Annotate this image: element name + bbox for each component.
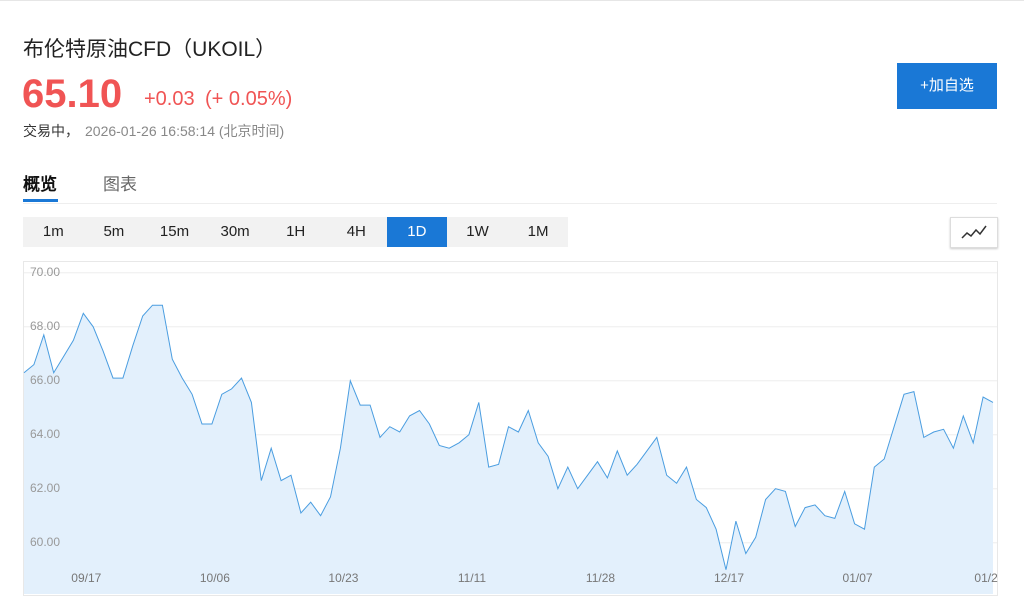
interval-button[interactable]: 1M [527,223,549,240]
plot-frame [23,261,998,596]
x-tick-label: 10/23 [328,571,358,585]
interval-button[interactable]: 1D [386,217,448,247]
x-tick-label: 09/17 [71,571,101,585]
interval-button[interactable]: 30m [220,223,250,240]
area-fill [24,305,993,594]
add-watchlist-button[interactable]: +加自选 [897,63,997,109]
timestamp: 2026-01-26 16:58:14 (北京时间) [85,123,285,139]
chart-icon [961,225,987,239]
x-tick-label: 10/06 [200,571,230,585]
top-border [0,0,1024,1]
interval-button[interactable]: 15m [159,223,190,240]
interval-bar [23,217,568,247]
tab[interactable]: 图表 [103,175,137,194]
y-tick-label: 64.00 [30,427,60,441]
price-line [23,304,994,570]
y-tick-label: 68.00 [30,319,60,333]
x-tick-label: 12/17 [714,571,744,585]
divider [23,203,997,204]
y-tick-label: 70.00 [30,265,60,279]
status: 交易中， [23,123,79,139]
chart-type-button[interactable] [950,217,998,248]
tab-underline [23,199,58,202]
y-tick-label: 66.00 [30,373,60,387]
interval-button[interactable]: 1m [42,223,64,240]
interval-button[interactable]: 1H [286,223,306,240]
interval-button[interactable]: 1W [466,223,489,240]
price: 65.10 [22,72,123,116]
x-tick-label: 01/07 [843,571,873,585]
y-tick-label: 60.00 [30,535,60,549]
title: 布伦特原油CFD（UKOIL） [23,38,277,61]
interval-button[interactable]: 5m [103,223,125,240]
x-tick-label: 01/2 [974,571,998,585]
interval-button[interactable]: 4H [346,223,366,240]
x-tick-label: 11/28 [586,571,615,585]
y-tick-label: 62.00 [30,481,60,495]
change-pct: (+ 0.05%) [205,88,293,110]
tab[interactable]: 概览 [23,175,57,194]
change: +0.03 [144,88,195,110]
x-tick-label: 11/11 [458,571,487,585]
